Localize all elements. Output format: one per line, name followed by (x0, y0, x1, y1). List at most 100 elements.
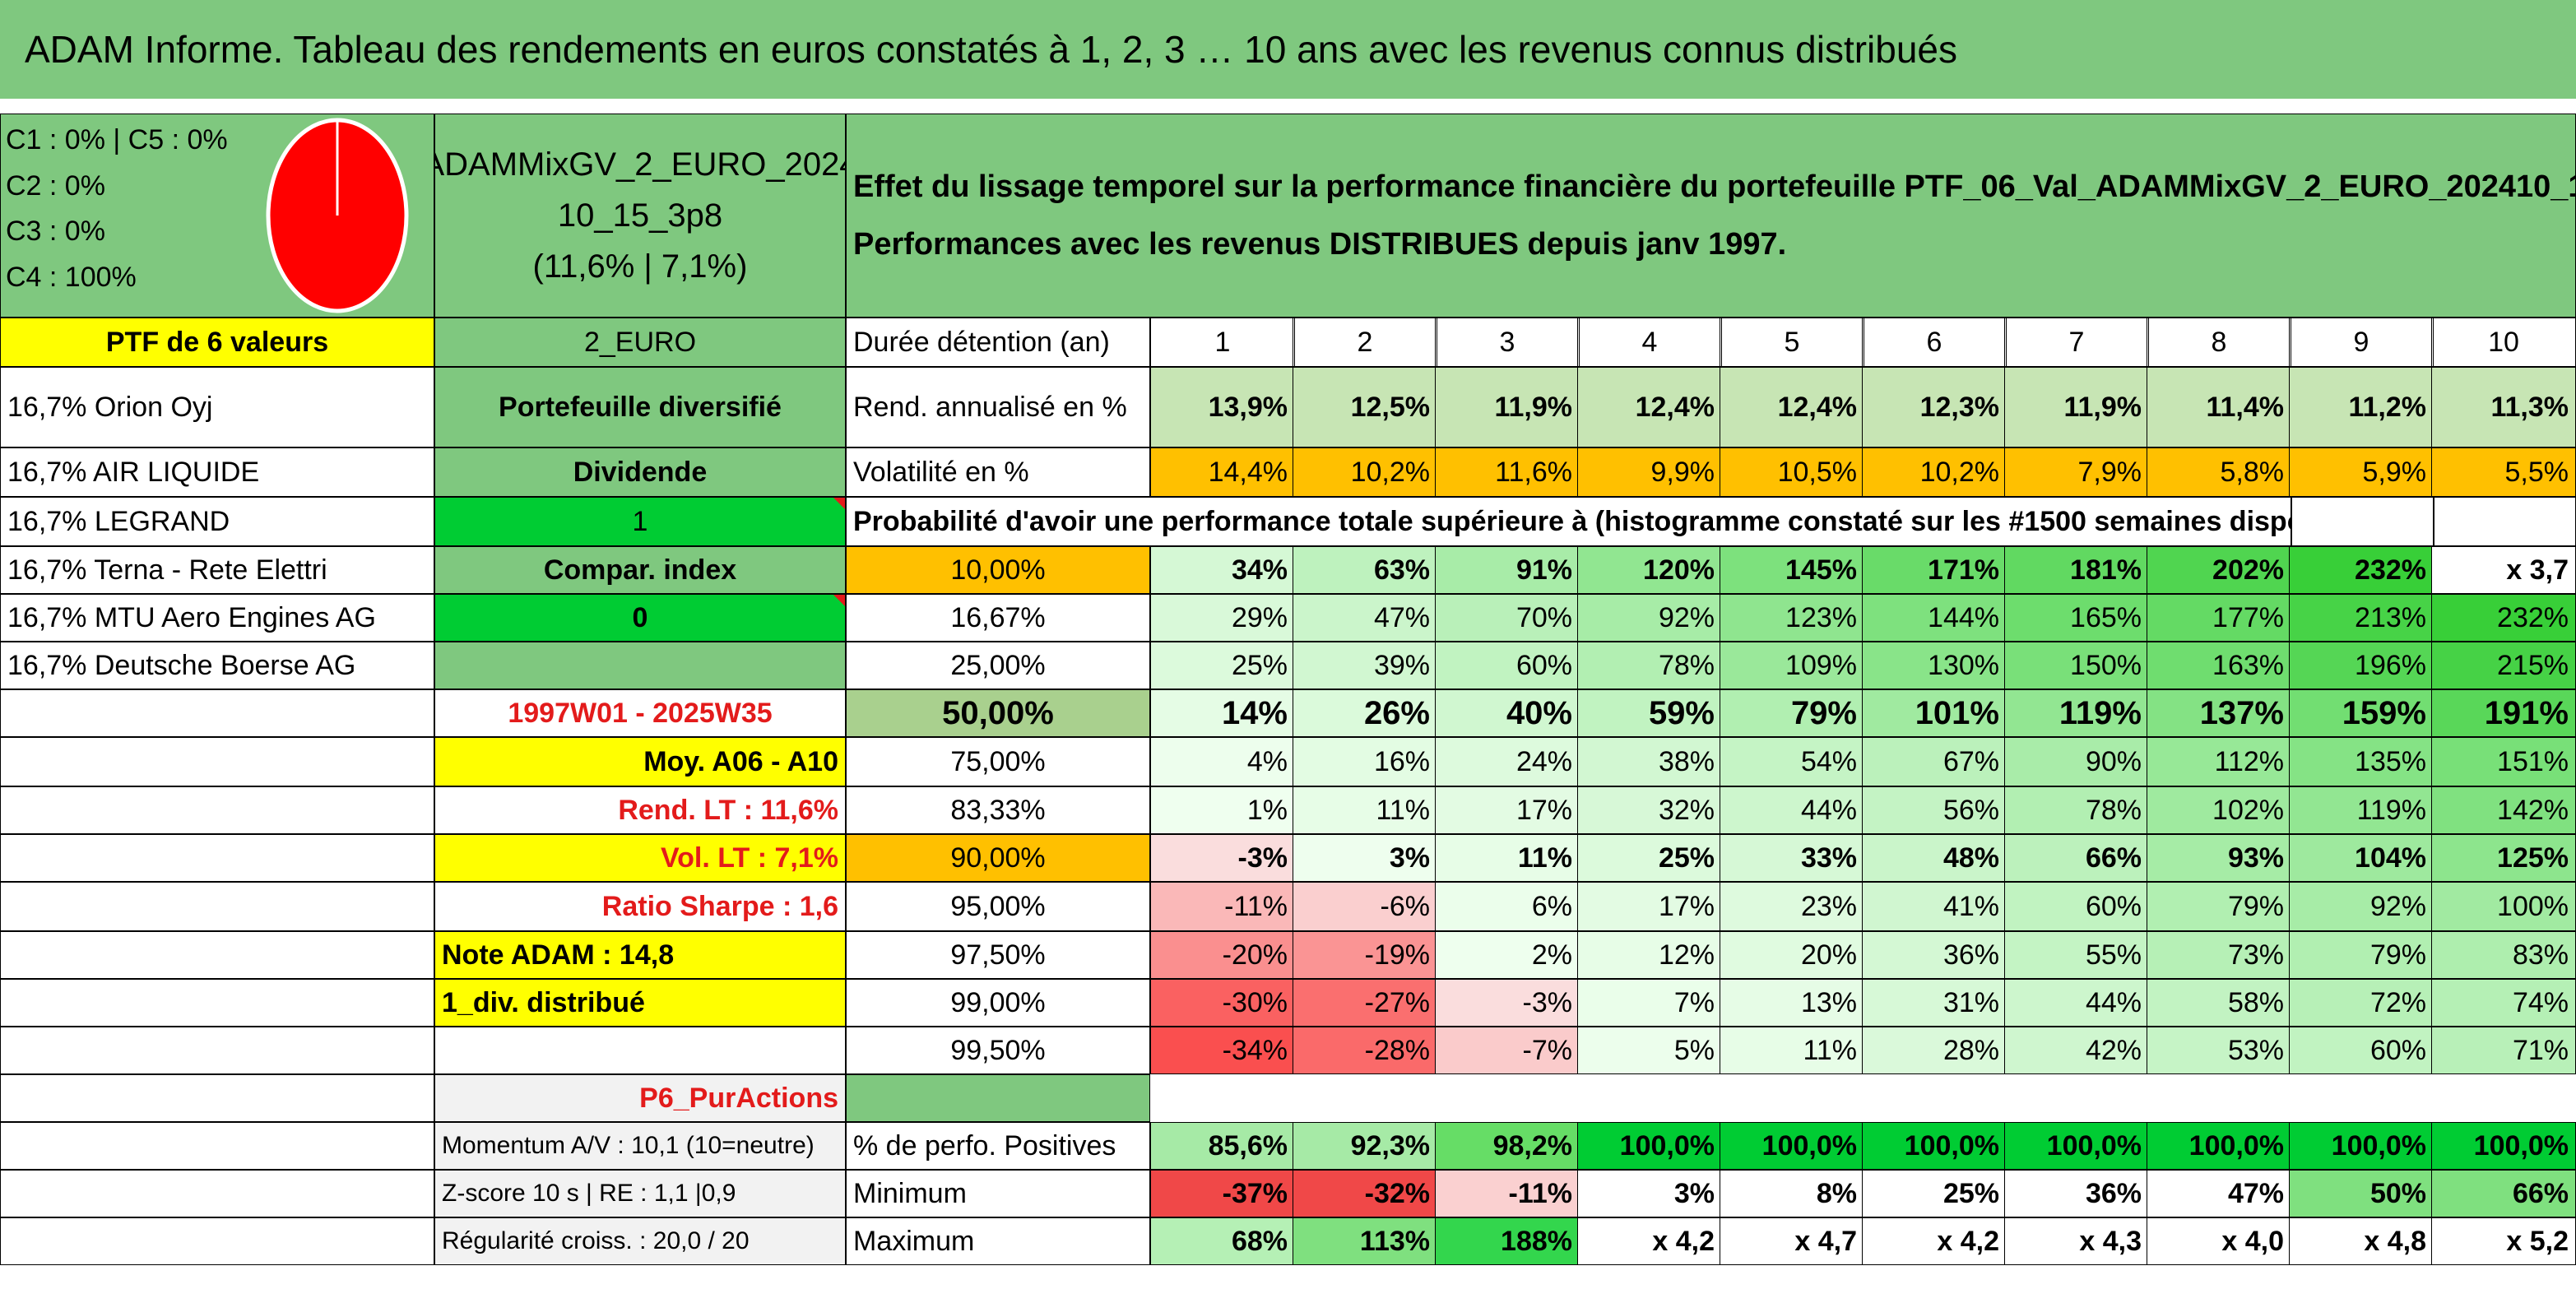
empty-cell (0, 882, 434, 931)
probability-value: 71% (2431, 1027, 2576, 1074)
regularity-label: Régularité croiss. : 20,0 / 20 (434, 1217, 846, 1265)
empty-cell (0, 689, 434, 737)
probability-value: 36% (1862, 931, 2007, 979)
probability-value: 177% (2147, 594, 2291, 642)
probability-value: 92% (2289, 882, 2434, 931)
probability-value: 78% (1577, 642, 1722, 689)
empty-cell (434, 1027, 846, 1074)
empty-cell (0, 1170, 434, 1217)
probability-value: 17% (1577, 882, 1722, 931)
alloc-line: C4 : 100% (6, 261, 137, 293)
maximum-value: x 4,2 (1862, 1217, 2007, 1265)
positive-share-value: 85,6% (1150, 1122, 1295, 1170)
probability-value: 13% (1720, 979, 1864, 1027)
return-value: 11,2% (2289, 367, 2434, 447)
probability-value: 34% (1150, 546, 1295, 594)
probability-value: 137% (2147, 689, 2291, 737)
flag-0: 0 (434, 594, 846, 642)
holding-item: 16,7% LEGRAND (0, 497, 434, 546)
minimum-value: 3% (1577, 1170, 1722, 1217)
income-type: Dividende (434, 447, 846, 497)
duration-header: 1 (1150, 318, 1295, 367)
fund-name-line: ADAMMixGV_2_EURO_2024 (434, 146, 846, 183)
probability-value: 2% (1435, 931, 1580, 979)
minimum-label: Minimum (846, 1170, 1150, 1217)
return-value: 12,4% (1577, 367, 1722, 447)
volatility-value: 7,9% (2004, 447, 2149, 497)
probability-threshold: 75,00% (846, 737, 1150, 786)
probability-value: 90% (2004, 737, 2149, 786)
fund-name-line: (11,6% | 7,1%) (532, 248, 748, 285)
positive-share-value: 100,0% (1577, 1122, 1722, 1170)
probability-value: 213% (2289, 594, 2434, 642)
volatility-value: 10,2% (1862, 447, 2007, 497)
probability-value: 119% (2004, 689, 2149, 737)
positive-share-value: 100,0% (1862, 1122, 2007, 1170)
probability-value: 163% (2147, 642, 2291, 689)
minimum-value: -37% (1150, 1170, 1295, 1217)
maximum-value: x 4,8 (2289, 1217, 2434, 1265)
description-box: Effet du lissage temporel sur la perform… (846, 114, 2576, 318)
probability-value: -3% (1150, 834, 1295, 882)
probability-value: 79% (2289, 931, 2434, 979)
probability-value: 44% (1720, 786, 1864, 834)
minimum-value: 47% (2147, 1170, 2291, 1217)
adam-score: Note ADAM : 14,8 (434, 931, 846, 979)
probability-value: 60% (1435, 642, 1580, 689)
probability-value: 47% (1293, 594, 1437, 642)
probability-value: 48% (1862, 834, 2007, 882)
probability-value: 101% (1862, 689, 2007, 737)
sharpe-ratio: Ratio Sharpe : 1,6 (434, 882, 846, 931)
probability-value: 3% (1293, 834, 1437, 882)
probability-threshold: 16,67% (846, 594, 1150, 642)
minimum-value: 50% (2289, 1170, 2434, 1217)
empty-cell (0, 786, 434, 834)
probability-caption: Probabilité d'avoir une performance tota… (846, 497, 2291, 546)
probability-threshold: 83,33% (846, 786, 1150, 834)
probability-value: 159% (2289, 689, 2434, 737)
portfolio-size-label: PTF de 6 valeurs (0, 318, 434, 367)
probability-value: -7% (1435, 1027, 1580, 1074)
maximum-value: x 4,2 (1577, 1217, 1722, 1265)
momentum-label: Momentum A/V : 10,1 (10=neutre) (434, 1122, 846, 1170)
duration-header: 5 (1720, 318, 1864, 367)
probability-value: 25% (1577, 834, 1722, 882)
probability-value: -3% (1435, 979, 1580, 1027)
volatility-value: 10,5% (1720, 447, 1864, 497)
probability-value: 150% (2004, 642, 2149, 689)
comment-marker-icon (833, 498, 845, 509)
probability-value: 73% (2147, 931, 2291, 979)
probability-value: 135% (2289, 737, 2434, 786)
duration-header: 7 (2004, 318, 2149, 367)
holding-item: 16,7% AIR LIQUIDE (0, 447, 434, 497)
probability-value: 5% (1577, 1027, 1722, 1074)
probability-value: 79% (1720, 689, 1864, 737)
minimum-value: 8% (1720, 1170, 1864, 1217)
probability-value: -20% (1150, 931, 1295, 979)
volatility-value: 5,8% (2147, 447, 2291, 497)
probability-threshold: 90,00% (846, 834, 1150, 882)
fund-name-box: ADAMMixGV_2_EURO_2024 10_15_3p8 (11,6% |… (434, 114, 846, 318)
probability-value: 26% (1293, 689, 1437, 737)
duration-header: 3 (1435, 318, 1580, 367)
probability-value: 215% (2431, 642, 2576, 689)
probability-value: 17% (1435, 786, 1580, 834)
fund-name-line: 10_15_3p8 (557, 197, 723, 234)
probability-value: 11% (1435, 834, 1580, 882)
duration-header: 4 (1577, 318, 1722, 367)
volatility-value: 9,9% (1577, 447, 1722, 497)
flag-1: 1 (434, 497, 846, 546)
maximum-value: 68% (1150, 1217, 1295, 1265)
positive-share-value: 100,0% (2004, 1122, 2149, 1170)
empty-cell (0, 1074, 434, 1122)
probability-value: 12% (1577, 931, 1722, 979)
zscore-label: Z-score 10 s | RE : 1,1 |0,9 (434, 1170, 846, 1217)
probability-value: 120% (1577, 546, 1722, 594)
probability-value: 20% (1720, 931, 1864, 979)
empty-cell (434, 642, 846, 689)
probability-value: 72% (2289, 979, 2434, 1027)
probability-value: 70% (1435, 594, 1580, 642)
empty-cell (2291, 497, 2434, 546)
probability-value: 104% (2289, 834, 2434, 882)
